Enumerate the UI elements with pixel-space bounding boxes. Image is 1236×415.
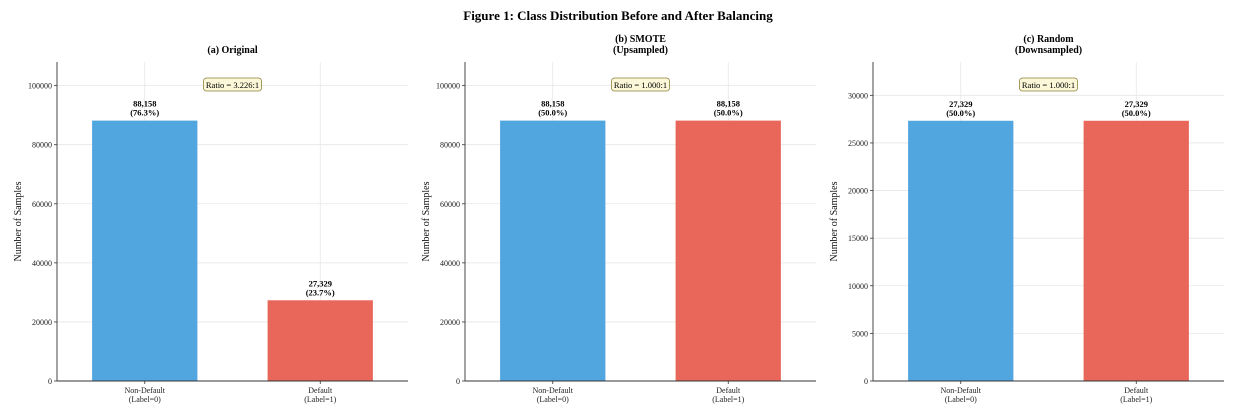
y-tick-label: 40000 (32, 259, 52, 268)
ratio-box (203, 77, 262, 92)
bar-value-label: 88,158 (50.0%) (538, 99, 567, 118)
y-tick-label: 60000 (440, 200, 460, 209)
panel-title: (a) Original (207, 45, 257, 56)
y-tick-label: 0 (456, 377, 460, 386)
x-tick-label: Default (Label=1) (712, 386, 744, 404)
y-tick-label: 20000 (848, 187, 868, 196)
y-tick-label: 15000 (848, 234, 868, 243)
y-tick-label: 5000 (852, 329, 868, 338)
y-tick-label: 20000 (440, 318, 460, 327)
y-tick-label: 0 (48, 377, 52, 386)
ratio-annotation: Ratio = 3.226:1 (203, 77, 262, 92)
y-axis-label: Number of Samples (13, 181, 24, 261)
chart-panel-2: 88,158 (50.0%) Non-Default (Label=0) 88,158(… (421, 34, 816, 404)
bar-value-label: 88,158 (50.0%) (714, 99, 743, 118)
chart-panel-1: 88,158 (76.3%) Non-Default (Label=0) 27,329(… (13, 45, 408, 404)
bar-value-label: 27,329 (50.0%) (1122, 99, 1151, 118)
y-tick-label: 100000 (28, 82, 52, 91)
figure-title: Figure 1: Class Distribution Before and … (463, 8, 773, 23)
chart-panels: 88,158 (76.3%)Non-Default (Label=0)27,329(… (13, 34, 1224, 404)
bar-non-default (500, 120, 606, 381)
ratio-annotation: Ratio = 1.000:1 (1019, 77, 1078, 92)
bar-value-label: 27,329 (50.0%) (946, 99, 975, 118)
y-tick-label: 10000 (848, 282, 868, 291)
panel-title: (b) SMOTE (Upsampled) (613, 34, 668, 56)
y-axis-label: Number of Samples (421, 181, 432, 261)
y-tick-label: 0 (864, 377, 868, 386)
x-tick-label: Default (Label=1) (304, 386, 336, 404)
y-tick-label: 30000 (848, 91, 868, 100)
x-tick-label: Default (Label=1) (1120, 386, 1152, 404)
ratio-text: Ratio = 1.000:1 (614, 80, 667, 90)
bar-default (675, 120, 781, 381)
chart-panel-3: 27,329 (50.0%) Non-Default (Label=0) 27,329(… (829, 34, 1224, 404)
bar-value-label: 27,329 (23.7%) (306, 278, 335, 297)
y-tick-label: 40000 (440, 259, 460, 268)
y-axis-label: Number of Samples (829, 181, 840, 261)
y-tick-label: 20000 (32, 318, 52, 327)
ratio-box (611, 77, 670, 92)
bar-non-default (908, 120, 1014, 381)
y-tick-label: 25000 (848, 139, 868, 148)
x-tick-label: Non-Default (Label=0) (125, 386, 166, 404)
bar-default (1083, 120, 1189, 381)
y-tick-label: 80000 (440, 141, 460, 150)
ratio-text: Ratio = 1.000:1 (1022, 80, 1075, 90)
x-tick-label: Non-Default (Label=0) (941, 386, 982, 404)
bar-default (267, 300, 373, 381)
y-tick-label: 80000 (32, 141, 52, 150)
ratio-annotation: Ratio = 1.000:1 (611, 77, 670, 92)
ratio-box (1019, 77, 1078, 92)
x-tick-label: Non-Default (Label=0) (533, 386, 574, 404)
panel-title: (c) Random (Downsampled) (1015, 34, 1082, 56)
y-tick-label: 60000 (32, 200, 52, 209)
bar-value-label: 88,158 (76.3%) (130, 99, 159, 118)
ratio-text: Ratio = 3.226:1 (206, 80, 259, 90)
bar-non-default (92, 120, 198, 381)
y-tick-label: 100000 (436, 82, 460, 91)
